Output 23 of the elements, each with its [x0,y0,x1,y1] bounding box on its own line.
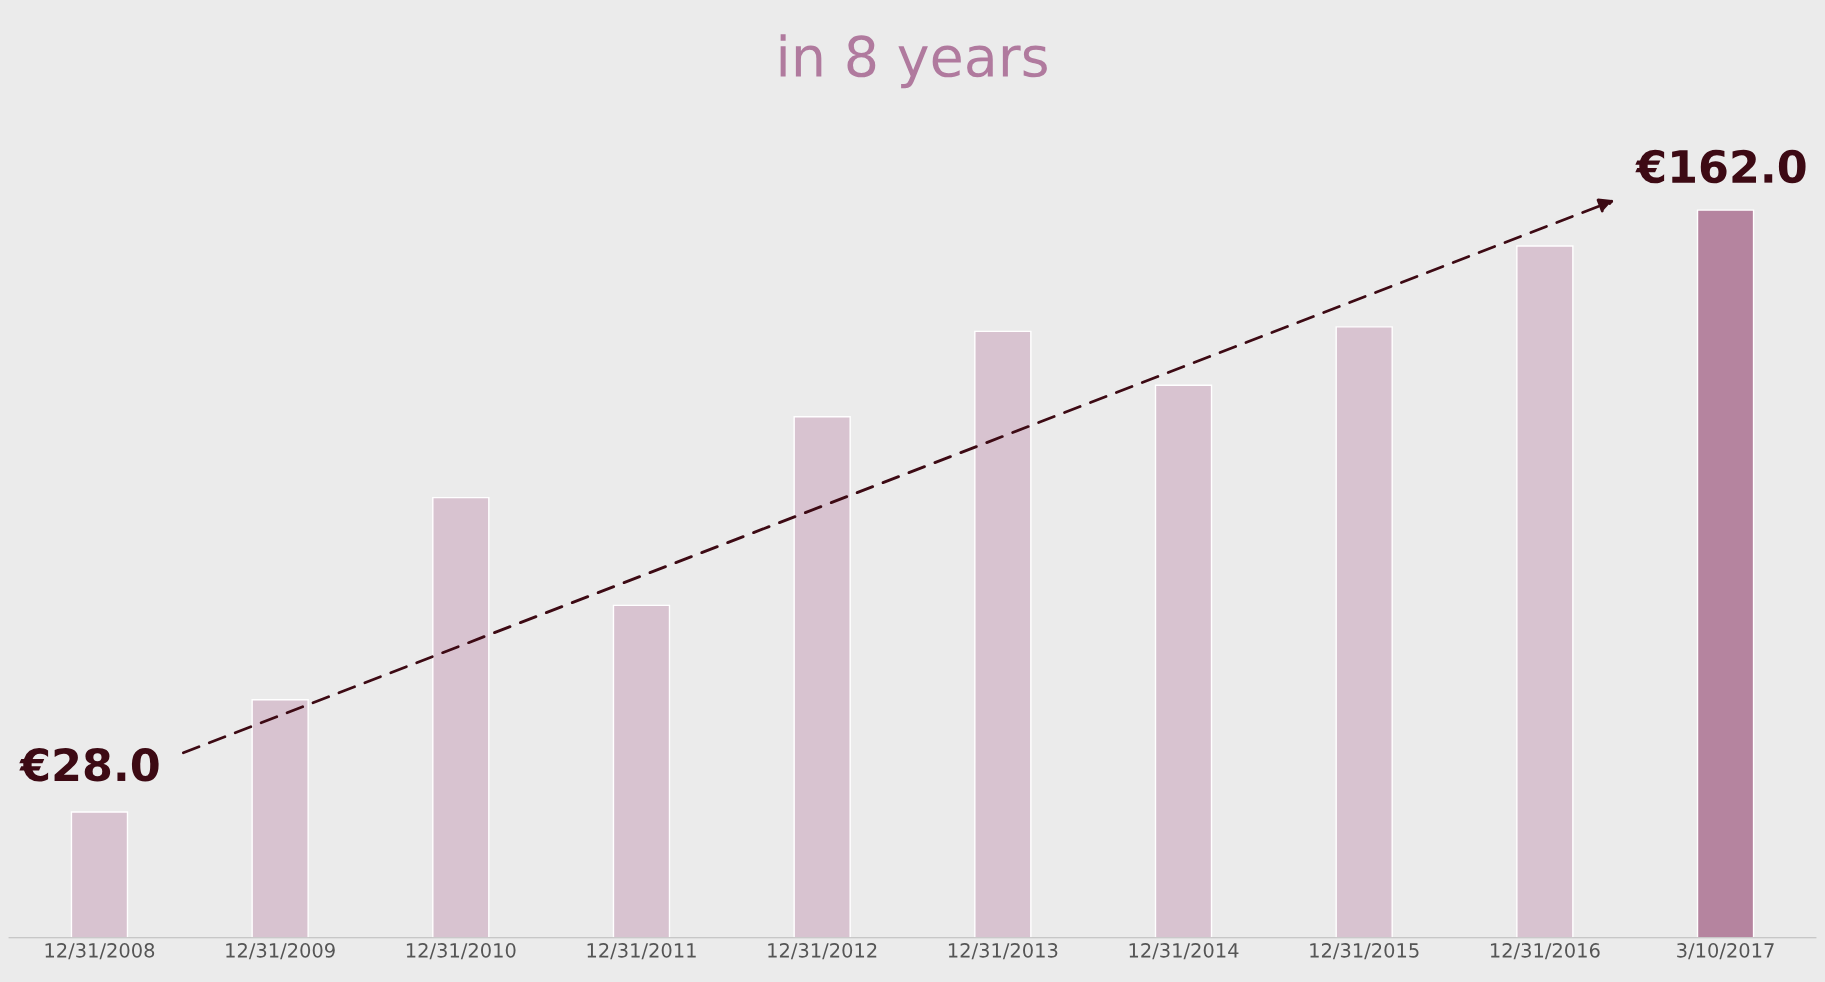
bar [1154,384,1213,938]
x-tick-label: 12/31/2013 [948,943,1058,960]
x-tick-label: 12/31/2008 [45,943,155,960]
chart-title: in 8 years [780,34,1047,89]
bar [974,330,1032,938]
x-tick-label: 12/31/2012 [768,943,877,960]
bar [70,811,129,938]
bar [251,699,309,938]
x-tick-label: 12/31/2011 [587,943,696,960]
x-tick-label: 12/31/2014 [1129,943,1239,960]
bar [1516,245,1574,938]
x-tick-label: 12/31/2010 [406,943,516,960]
bar [1335,326,1393,938]
x-tick-label: 12/31/2015 [1310,943,1419,960]
x-tick-label: 12/31/2016 [1490,943,1600,960]
data-label: €162.0 [1635,149,1806,184]
bar [612,604,671,938]
bar [432,496,490,938]
x-tick-label: 3/10/2017 [1677,943,1774,960]
bar [793,416,851,938]
x-tick-label: 12/31/2009 [226,943,335,960]
bar [1696,209,1755,938]
data-label: €28.0 [19,747,159,782]
